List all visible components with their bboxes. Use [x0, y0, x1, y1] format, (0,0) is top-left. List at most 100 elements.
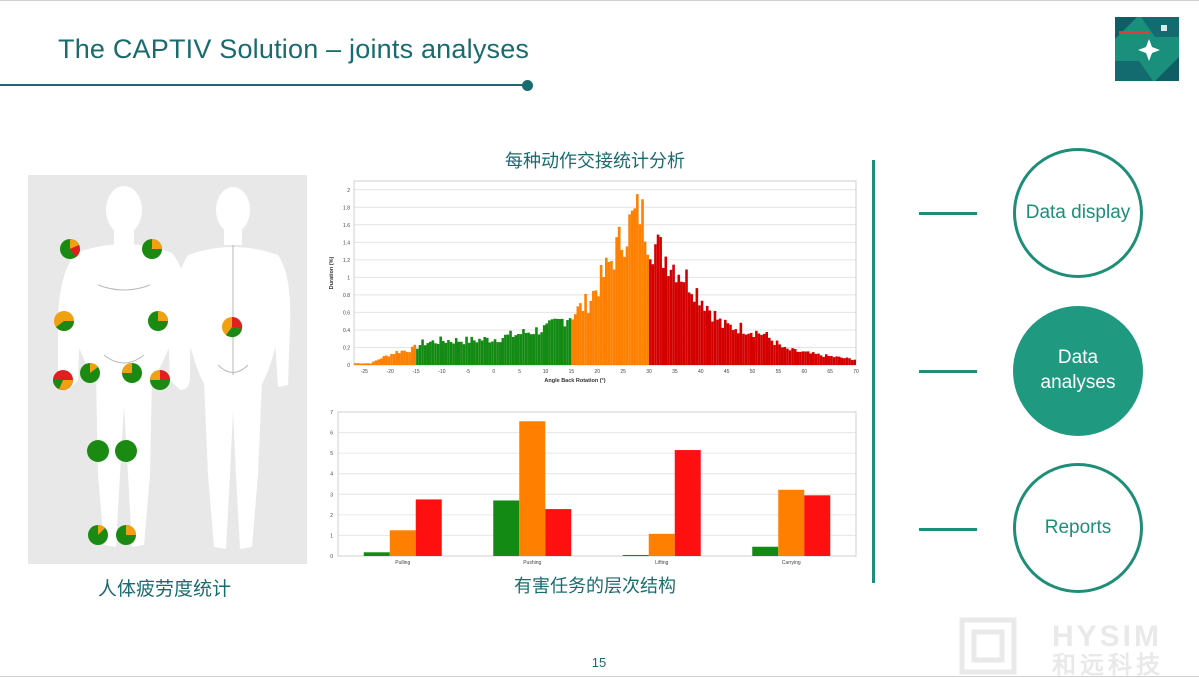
- histogram-bar: [705, 305, 709, 365]
- histogram-bar: [646, 254, 649, 365]
- histogram-bar: [685, 269, 688, 365]
- x-tick-label: 35: [672, 369, 678, 375]
- joint-pie: [115, 440, 137, 462]
- histogram-bar: [584, 293, 587, 365]
- histogram-bar: [522, 329, 525, 365]
- bar-chart-caption: 有害任务的层次结构: [514, 576, 676, 597]
- y-tick-label: 5: [330, 451, 333, 457]
- histogram-bar: [416, 348, 419, 365]
- histogram-bar: [509, 330, 512, 365]
- watermark-subtitle: 和远科技: [1052, 652, 1164, 676]
- joint-pie: [148, 311, 168, 331]
- plot-frame: [337, 411, 857, 557]
- histogram-bar: [700, 300, 704, 365]
- histogram-bar: [571, 319, 574, 365]
- histogram-bar: [361, 363, 365, 365]
- histogram-bar: [654, 244, 657, 365]
- category-bar: [622, 554, 649, 556]
- histogram-bar: [447, 340, 450, 365]
- histogram-bar: [760, 334, 763, 365]
- joint-pie: [222, 316, 243, 338]
- y-tick-label: 2: [330, 513, 333, 519]
- histogram-bar: [837, 356, 841, 365]
- histogram-bar: [664, 256, 668, 365]
- x-tick-label: 0: [492, 369, 495, 375]
- joint-pie: [116, 525, 136, 545]
- histogram-bar: [695, 288, 699, 365]
- histogram-bar: [602, 277, 605, 365]
- histogram-bar: [817, 353, 820, 365]
- joint-pie: [142, 239, 162, 259]
- y-tick-label: 0: [330, 554, 333, 560]
- y-tick-label: 1.2: [343, 258, 350, 264]
- category-bar: [804, 495, 831, 556]
- category-bar: [519, 421, 546, 556]
- data-display-button[interactable]: Data display: [1013, 148, 1143, 278]
- histogram-bar: [390, 353, 393, 365]
- joint-pie: [54, 311, 74, 331]
- histogram-bar: [506, 334, 510, 365]
- histogram-bar: [648, 259, 652, 365]
- histogram-bar: [576, 306, 580, 365]
- histogram-bar: [537, 334, 541, 365]
- histogram-bar: [832, 357, 836, 365]
- x-tick-label: 70: [853, 369, 859, 375]
- histogram-bar: [485, 337, 489, 365]
- histogram-bar: [765, 331, 769, 365]
- page-number: 15: [591, 655, 607, 670]
- histogram-bar: [573, 314, 577, 365]
- histogram-bar: [752, 336, 756, 365]
- histogram-bar: [542, 325, 546, 365]
- x-tick-label: -25: [361, 369, 368, 375]
- x-tick-label: 5: [518, 369, 521, 375]
- histogram-bar: [475, 342, 479, 365]
- histogram-bar: [382, 356, 386, 365]
- data-analyses-button[interactable]: Data analyses: [1013, 306, 1143, 436]
- histogram-bar: [788, 350, 792, 365]
- histogram-bar: [734, 329, 737, 365]
- histogram-bar: [369, 363, 373, 365]
- y-tick-label: 7: [330, 410, 333, 416]
- histogram-bar: [708, 310, 712, 365]
- y-tick-label: 1: [330, 533, 333, 539]
- histogram-bar: [532, 334, 536, 365]
- histogram-bar: [680, 281, 683, 365]
- histogram-bar: [514, 335, 518, 365]
- y-tick-label: 0.6: [343, 310, 350, 316]
- histogram-bar: [830, 355, 833, 365]
- histogram-bar: [359, 363, 362, 365]
- histogram-bar: [493, 339, 497, 365]
- histogram-bar: [470, 336, 474, 365]
- category-bar: [674, 450, 701, 556]
- histogram-bar: [778, 344, 781, 365]
- histogram-bar: [731, 330, 735, 365]
- histogram-bar: [780, 347, 784, 365]
- histogram-bar: [418, 345, 422, 365]
- histogram-bar: [692, 301, 696, 365]
- histogram-bar: [801, 351, 805, 365]
- histogram-bar: [524, 332, 528, 365]
- histogram-bar: [783, 346, 787, 365]
- histogram-bar: [610, 261, 613, 365]
- histogram-bar: [594, 290, 598, 365]
- histogram-bar: [372, 361, 375, 365]
- x-tick-label: 25: [620, 369, 626, 375]
- histogram-bar: [498, 342, 502, 365]
- reports-button[interactable]: Reports: [1013, 463, 1143, 593]
- histogram-bar: [677, 274, 681, 365]
- category-bar: [778, 489, 805, 556]
- histogram-bar: [356, 363, 360, 365]
- body-fatigue-caption: 人体疲劳度统计: [98, 578, 232, 600]
- watermark-brand: HYSIM: [1052, 620, 1162, 653]
- histogram-bar: [467, 342, 471, 365]
- histogram-bar: [853, 359, 856, 365]
- histogram-bar: [713, 310, 717, 365]
- x-tick-label: 40: [698, 369, 704, 375]
- x-tick-label: 15: [569, 369, 575, 375]
- histogram-bar: [387, 356, 391, 365]
- x-axis-label: Angle Back Rotation (°): [544, 378, 605, 384]
- nav-connector: [919, 212, 977, 215]
- histogram-bar: [762, 333, 766, 365]
- joint-pie: [80, 363, 100, 383]
- histogram-bar: [845, 357, 849, 365]
